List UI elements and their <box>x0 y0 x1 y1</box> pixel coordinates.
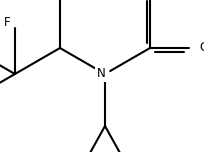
Text: N: N <box>96 67 105 81</box>
Text: O: O <box>198 41 204 55</box>
Text: F: F <box>4 16 11 29</box>
